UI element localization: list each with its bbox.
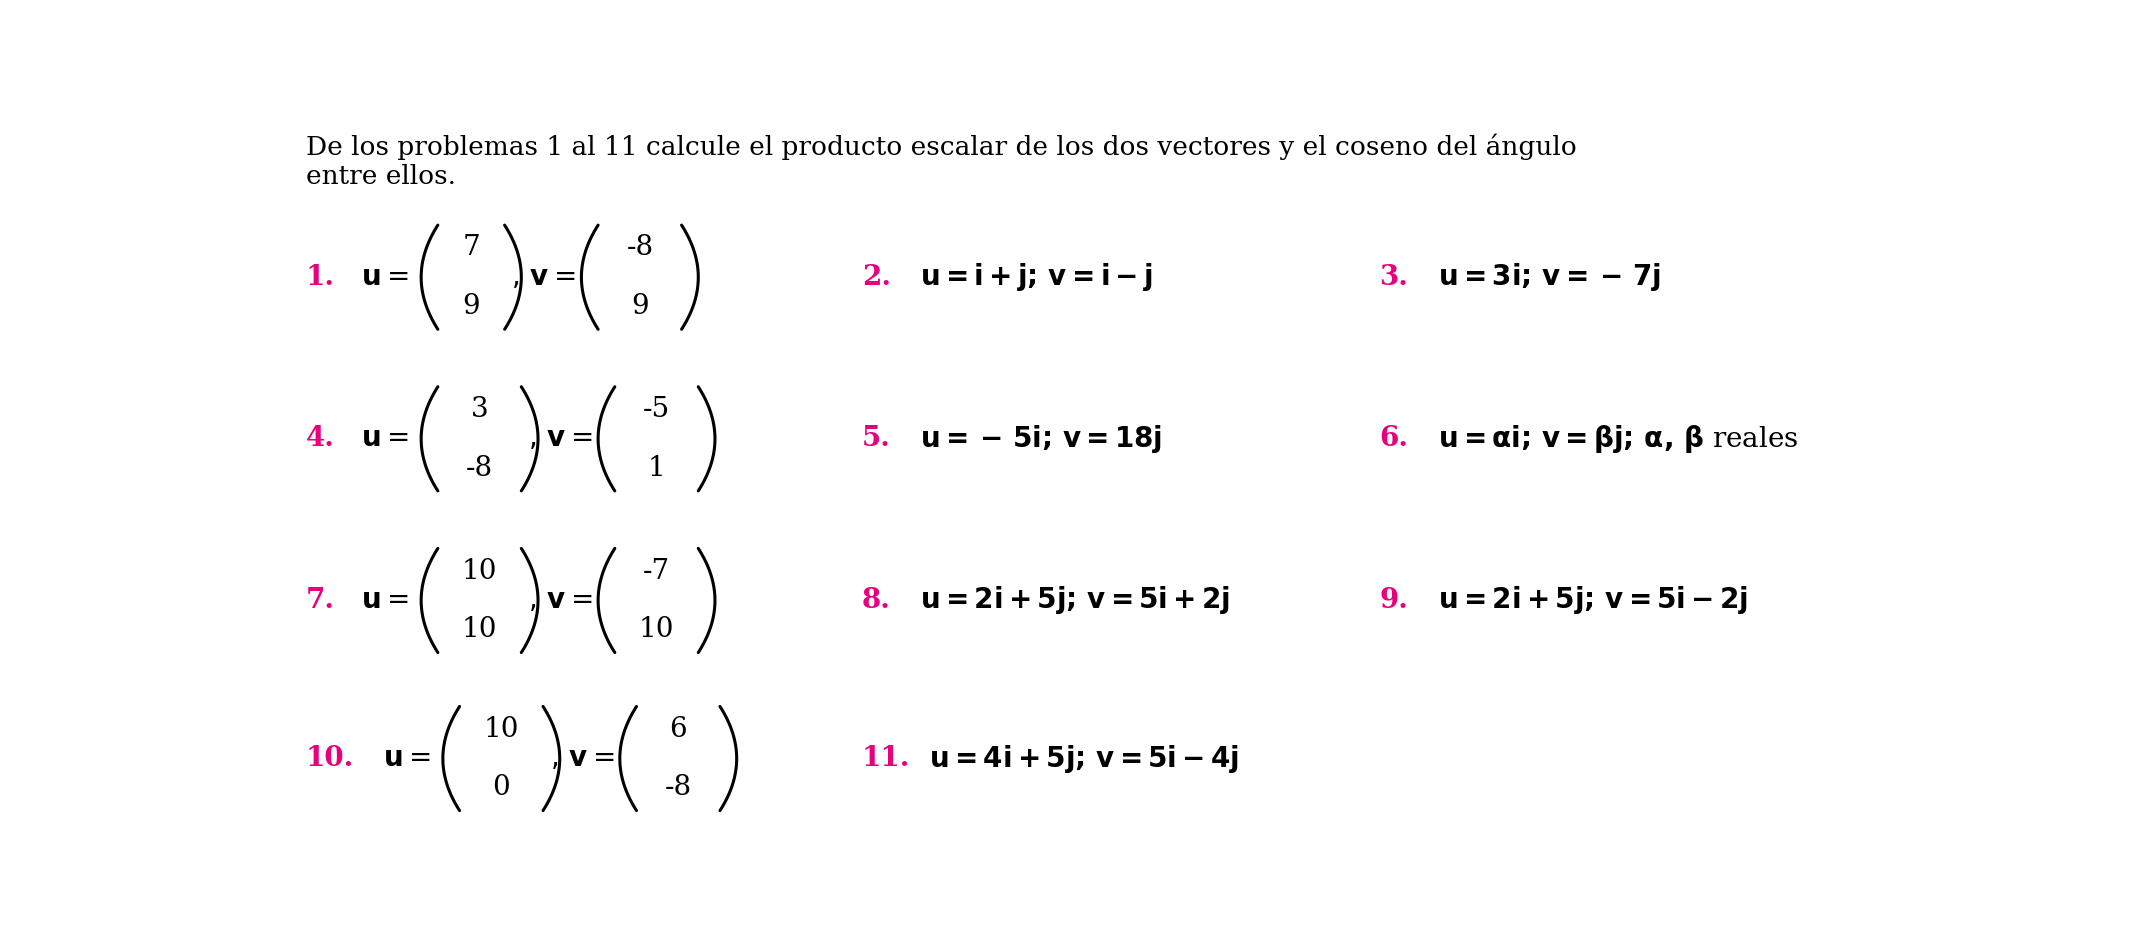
Text: -8: -8 [627,234,653,261]
Text: $\mathbf{u=2i+5j;\, v=5i+2j}$: $\mathbf{u=2i+5j;\, v=5i+2j}$ [920,584,1230,617]
Text: 10.: 10. [306,745,353,772]
Text: 10: 10 [461,558,498,584]
Text: 6: 6 [670,716,687,743]
Text: $\mathbf{u=-\,5i;\, v=18j}$: $\mathbf{u=-\,5i;\, v=18j}$ [920,423,1163,454]
Text: -8: -8 [666,774,691,801]
Text: 8.: 8. [862,587,892,614]
Text: 9.: 9. [1379,587,1409,614]
Text: $\mathbf{u} =$: $\mathbf{u} =$ [362,425,409,453]
Text: $\mathbf{u=\alpha i;\, v=\beta j;\, \alpha,\, \beta}$ reales: $\mathbf{u=\alpha i;\, v=\beta j;\, \alp… [1439,423,1799,454]
Text: 1: 1 [648,454,666,481]
Text: 11.: 11. [862,745,911,772]
Text: 0: 0 [493,774,510,801]
Text: 7.: 7. [306,587,336,614]
Text: 5.: 5. [862,425,892,453]
Text: -8: -8 [465,454,493,481]
Text: $\mathbf{u} =$: $\mathbf{u} =$ [383,745,431,772]
Text: $,\, \mathbf{v} =$: $,\, \mathbf{v} =$ [549,745,614,772]
Text: 9: 9 [463,293,480,320]
Text: 10: 10 [482,716,519,743]
Text: $,\, \mathbf{v} =$: $,\, \mathbf{v} =$ [510,264,575,291]
Text: 3: 3 [472,396,489,423]
Text: $\mathbf{u=4i+5j;\, v=5i-4j}$: $\mathbf{u=4i+5j;\, v=5i-4j}$ [928,743,1239,774]
Text: 4.: 4. [306,425,334,453]
Text: -5: -5 [644,396,670,423]
Text: 2.: 2. [862,264,892,291]
Text: -7: -7 [642,558,670,584]
Text: $\mathbf{u=2i+5j;\, v=5i-2j}$: $\mathbf{u=2i+5j;\, v=5i-2j}$ [1439,584,1747,617]
Text: 9: 9 [631,293,648,320]
Text: 1.: 1. [306,264,336,291]
Text: 6.: 6. [1379,425,1409,453]
Text: $\mathbf{u=i+j;\, v=i-j}$: $\mathbf{u=i+j;\, v=i-j}$ [920,261,1152,293]
Text: 7: 7 [463,234,480,261]
Text: $,\, \mathbf{v} =$: $,\, \mathbf{v} =$ [528,587,592,614]
Text: $\mathbf{u} =$: $\mathbf{u} =$ [362,587,409,614]
Text: $\mathbf{u} =$: $\mathbf{u} =$ [362,264,409,291]
Text: De los problemas 1 al 11 calcule el producto escalar de los dos vectores y el co: De los problemas 1 al 11 calcule el prod… [306,133,1577,189]
Text: 10: 10 [461,617,498,644]
Text: 10: 10 [640,617,674,644]
Text: $\mathbf{u=3i;\, v=-\,7j}$: $\mathbf{u=3i;\, v=-\,7j}$ [1439,261,1661,293]
Text: $,\, \mathbf{v} =$: $,\, \mathbf{v} =$ [528,425,592,453]
Text: 3.: 3. [1379,264,1409,291]
